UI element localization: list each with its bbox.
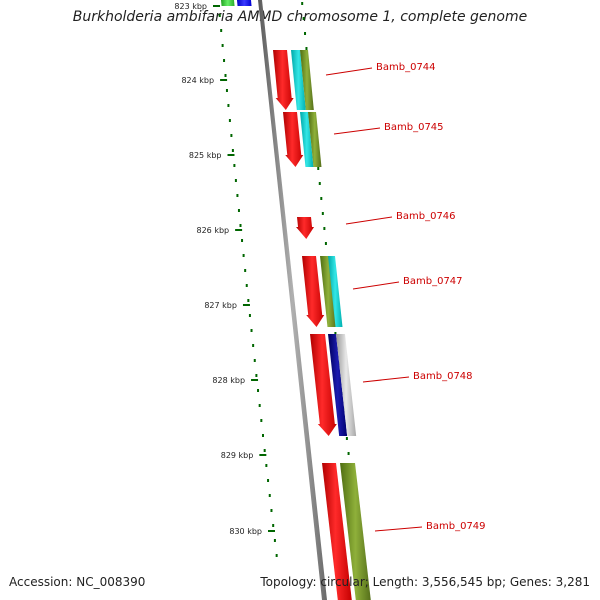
track-guide-dot — [334, 332, 337, 335]
scale-minor-dot — [263, 449, 266, 452]
scale-minor-dot — [228, 119, 231, 122]
track-guide-dot — [347, 452, 350, 455]
scale-minor-dot — [234, 179, 237, 182]
scale-minor-dot — [224, 74, 227, 77]
scale-tick-label: 828 kbp — [212, 376, 245, 385]
scale-minor-dot — [218, 14, 221, 17]
cog-bar-green — [340, 463, 371, 600]
track-guide-dot — [301, 2, 304, 5]
gene-label-leader — [345, 216, 393, 225]
accession-text: Accession: NC_008390 — [9, 575, 146, 589]
cog-bar-green — [300, 50, 314, 110]
cog-bar-green — [221, 0, 235, 6]
scale-minor-dot — [247, 299, 250, 302]
gene-label-leader — [352, 281, 400, 290]
scale-minor-dot — [242, 254, 245, 257]
cog-bar-grey — [336, 334, 357, 436]
gene-label[interactable]: Bamb_0745 — [384, 122, 444, 133]
scale-minor-dot — [267, 479, 270, 482]
scale-minor-dot — [225, 89, 228, 92]
track-guide-dot — [323, 227, 326, 230]
chromosome-backbone — [258, 0, 327, 600]
cog-bar-cyan — [291, 50, 306, 110]
track-guide-dot — [324, 242, 327, 245]
scale-tick-label: 830 kbp — [229, 527, 262, 536]
scale-minor-dot — [272, 524, 275, 527]
gene-label-leader — [374, 526, 423, 532]
scale-minor-dot — [255, 374, 258, 377]
gene-arrow-red — [302, 256, 325, 327]
gene-label-leader — [325, 67, 373, 76]
scale-minor-dot — [227, 104, 230, 107]
cog-bar-navy — [328, 334, 348, 436]
scale-minor-dot — [270, 509, 273, 512]
scale-minor-dot — [237, 209, 240, 212]
scale-ticks: 823 kbp 824 kbp 825 kbp 826 kbp 827 kbp 828 k… — [174, 2, 275, 536]
cog-bar-green — [320, 256, 337, 327]
gene-arrow-red — [273, 50, 294, 110]
gene-arrow-red — [296, 217, 315, 239]
scale-tick-label: 826 kbp — [197, 226, 230, 235]
gene-label-leader — [333, 127, 381, 135]
scale-minor-dot — [253, 359, 256, 362]
gene-arrow-red — [310, 334, 337, 436]
gene-arrow-red — [283, 112, 304, 167]
scale-minor-dot — [221, 44, 224, 47]
gene-label[interactable]: Bamb_0744 — [376, 62, 436, 73]
gene-label[interactable]: Bamb_0749 — [426, 521, 486, 532]
scale-minor-dot — [275, 554, 278, 557]
scale-minor-dot — [273, 539, 276, 542]
scale-tick-label: 825 kbp — [189, 151, 222, 160]
cog-bar-blue — [237, 0, 252, 6]
scale-minor-dot — [261, 434, 264, 437]
gene-label[interactable]: Bamb_0747 — [403, 276, 463, 287]
topology-summary: Topology: circular; Length: 3,556,545 bp… — [260, 575, 590, 589]
scale-minor-dot — [236, 194, 239, 197]
gene-arrow-red — [322, 463, 352, 600]
scale-minor-dot — [231, 149, 234, 152]
gene-labels: Bamb_0744 Bamb_0745 Bamb_0746 Bamb_0747 Bamb… — [325, 62, 486, 532]
gene-label-leader — [362, 376, 410, 383]
scale-minor-dot — [252, 344, 255, 347]
scale-tick-label: 823 kbp — [174, 2, 207, 11]
scale-tick-label: 824 kbp — [181, 76, 214, 85]
track-guide-dot — [305, 47, 308, 50]
scale-minor-dot — [268, 494, 271, 497]
scale-minor-dot — [265, 464, 268, 467]
scale-minor-dot — [223, 59, 226, 62]
scale-tick-label: 829 kbp — [221, 451, 254, 460]
scale-tick-label: 827 kbp — [204, 301, 237, 310]
scale-minor-dot — [258, 404, 261, 407]
cog-bar-cyan — [300, 112, 314, 167]
scale-minor-dot — [250, 329, 253, 332]
scale-minor-dot — [260, 419, 263, 422]
scale-minor-dot — [233, 164, 236, 167]
cog-bar-green — [308, 112, 322, 167]
gene-features — [221, 0, 371, 600]
gene-label[interactable]: Bamb_0746 — [396, 211, 456, 222]
track-guide-dot — [304, 32, 307, 35]
track-guide-dot — [321, 212, 324, 215]
scale-minor-dot — [239, 224, 242, 227]
map-title: Burkholderia ambifaria AMMD chromosome 1… — [72, 9, 528, 25]
cog-bar-cyan — [328, 256, 343, 327]
track-guide-dot — [318, 182, 321, 185]
scale-minor-dot — [257, 389, 260, 392]
scale-minor-dot — [245, 284, 248, 287]
track-guide-dot — [302, 17, 305, 20]
track-guide-dot — [320, 197, 323, 200]
scale-minor-dot — [241, 239, 244, 242]
scale-minor-dot — [220, 29, 223, 32]
scale-minor-dot — [248, 314, 251, 317]
track-guide-dot — [317, 167, 320, 170]
track-guide-dot — [345, 437, 348, 440]
scale-minor-dot — [244, 269, 247, 272]
scale-minor-dot — [230, 134, 233, 137]
gene-label[interactable]: Bamb_0748 — [413, 371, 473, 382]
